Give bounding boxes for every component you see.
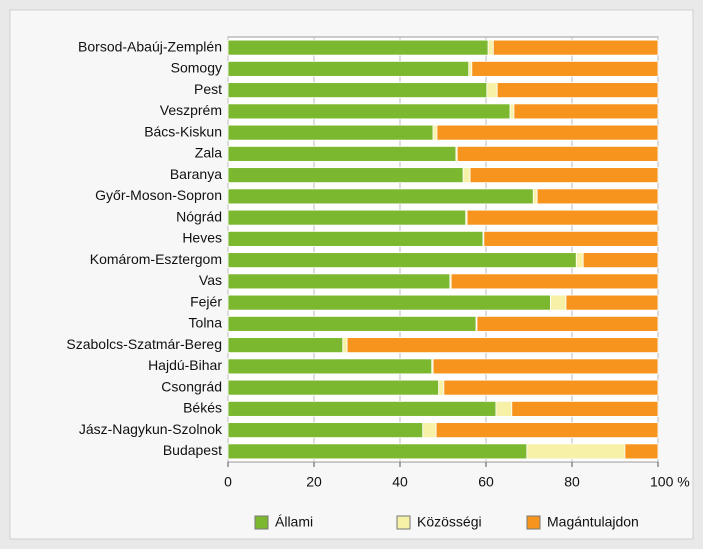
bar-segment: [227, 209, 467, 226]
legend-swatch: [396, 515, 411, 530]
bar-segment: [483, 230, 659, 247]
y-tick-label: Baranya: [170, 166, 222, 182]
bar-segment: [432, 124, 438, 141]
legend-label: Állami: [275, 514, 313, 530]
bar-segment: [565, 294, 659, 311]
bar-segment: [536, 188, 659, 205]
bar-segment: [471, 60, 659, 77]
bar-segment: [492, 39, 659, 56]
legend-label: Közösségi: [417, 514, 482, 530]
bar-segment: [227, 39, 489, 56]
y-tick-label: Csongrád: [161, 378, 222, 394]
x-tick-label: 80: [564, 474, 580, 490]
bar-segment: [582, 252, 659, 269]
bar-segment: [227, 337, 344, 354]
bar-segment: [456, 145, 659, 162]
bar-segment: [432, 358, 659, 375]
bar-segment: [422, 422, 437, 439]
bar-segment: [346, 337, 659, 354]
bar-segment: [450, 273, 659, 290]
x-tick-label: 60: [478, 474, 494, 490]
bar-segment: [227, 167, 464, 184]
y-tick-label: Fejér: [190, 293, 222, 309]
bar-segment: [227, 82, 488, 99]
bar-segment: [462, 167, 471, 184]
y-tick-label: Komárom-Esztergom: [90, 251, 222, 267]
bar-segment: [435, 422, 659, 439]
bar-segment: [227, 103, 511, 120]
legend-swatch: [254, 515, 269, 530]
y-tick-label: Zala: [195, 145, 222, 161]
y-tick-label: Jász-Nagykun-Szolnok: [79, 421, 223, 437]
y-tick-label: Bács-Kiskun: [144, 123, 222, 139]
bar-segment: [532, 188, 538, 205]
bar-segment: [466, 209, 659, 226]
bar-segment: [550, 294, 567, 311]
bar-segment: [487, 39, 494, 56]
y-tick-label: Pest: [194, 81, 222, 97]
plot-area: [227, 36, 659, 463]
y-tick-label: Szabolcs-Szatmár-Bereg: [66, 336, 222, 352]
legend-swatch: [526, 515, 541, 530]
bar-segment: [342, 337, 348, 354]
y-tick-label: Tolna: [189, 315, 223, 331]
y-tick-label: Budapest: [163, 442, 222, 458]
y-tick-label: Somogy: [171, 60, 222, 76]
bar-segment: [227, 443, 528, 460]
bar-segment: [476, 315, 659, 332]
x-tick-label: 100 %: [650, 474, 690, 490]
bar-segment: [495, 400, 513, 417]
bar-segment: [436, 124, 659, 141]
bar-segment: [438, 379, 445, 396]
bar-segment: [511, 400, 659, 417]
bar-segment: [227, 60, 470, 77]
bar-segment: [496, 82, 659, 99]
bar-segment: [227, 273, 451, 290]
bar-segment: [227, 400, 497, 417]
bar-segment: [227, 124, 434, 141]
bar-segment: [227, 145, 457, 162]
y-tick-label: Heves: [182, 230, 222, 246]
bar-segment: [486, 82, 498, 99]
x-tick-label: 20: [306, 474, 322, 490]
bar-segment: [469, 167, 659, 184]
bar-segment: [227, 230, 484, 247]
bar-segment: [624, 443, 659, 460]
y-tick-label: Hajdú-Bihar: [148, 357, 222, 373]
bar-segment: [526, 443, 626, 460]
bar-segment: [513, 103, 659, 120]
y-tick-label: Veszprém: [160, 102, 222, 118]
x-tick-label: 0: [224, 474, 232, 490]
bar-segment: [443, 379, 659, 396]
bar-segment: [509, 103, 515, 120]
bar-segment: [227, 379, 440, 396]
bar-segment: [227, 294, 551, 311]
bar-segment: [227, 315, 477, 332]
y-tick-label: Vas: [199, 272, 222, 288]
bar-segment: [227, 252, 577, 269]
y-tick-label: Nógrád: [176, 208, 222, 224]
x-tick-label: 40: [392, 474, 408, 490]
legend-label: Magántulajdon: [547, 514, 639, 530]
bar-segment: [227, 422, 424, 439]
bar-segment: [575, 252, 584, 269]
y-tick-label: Borsod-Abaúj-Zemplén: [78, 38, 222, 54]
y-tick-label: Győr-Moson-Sopron: [95, 187, 222, 203]
bar-segment: [227, 358, 433, 375]
bar-segment: [468, 60, 473, 77]
bar-segment: [227, 188, 534, 205]
y-tick-label: Békés: [183, 400, 222, 416]
